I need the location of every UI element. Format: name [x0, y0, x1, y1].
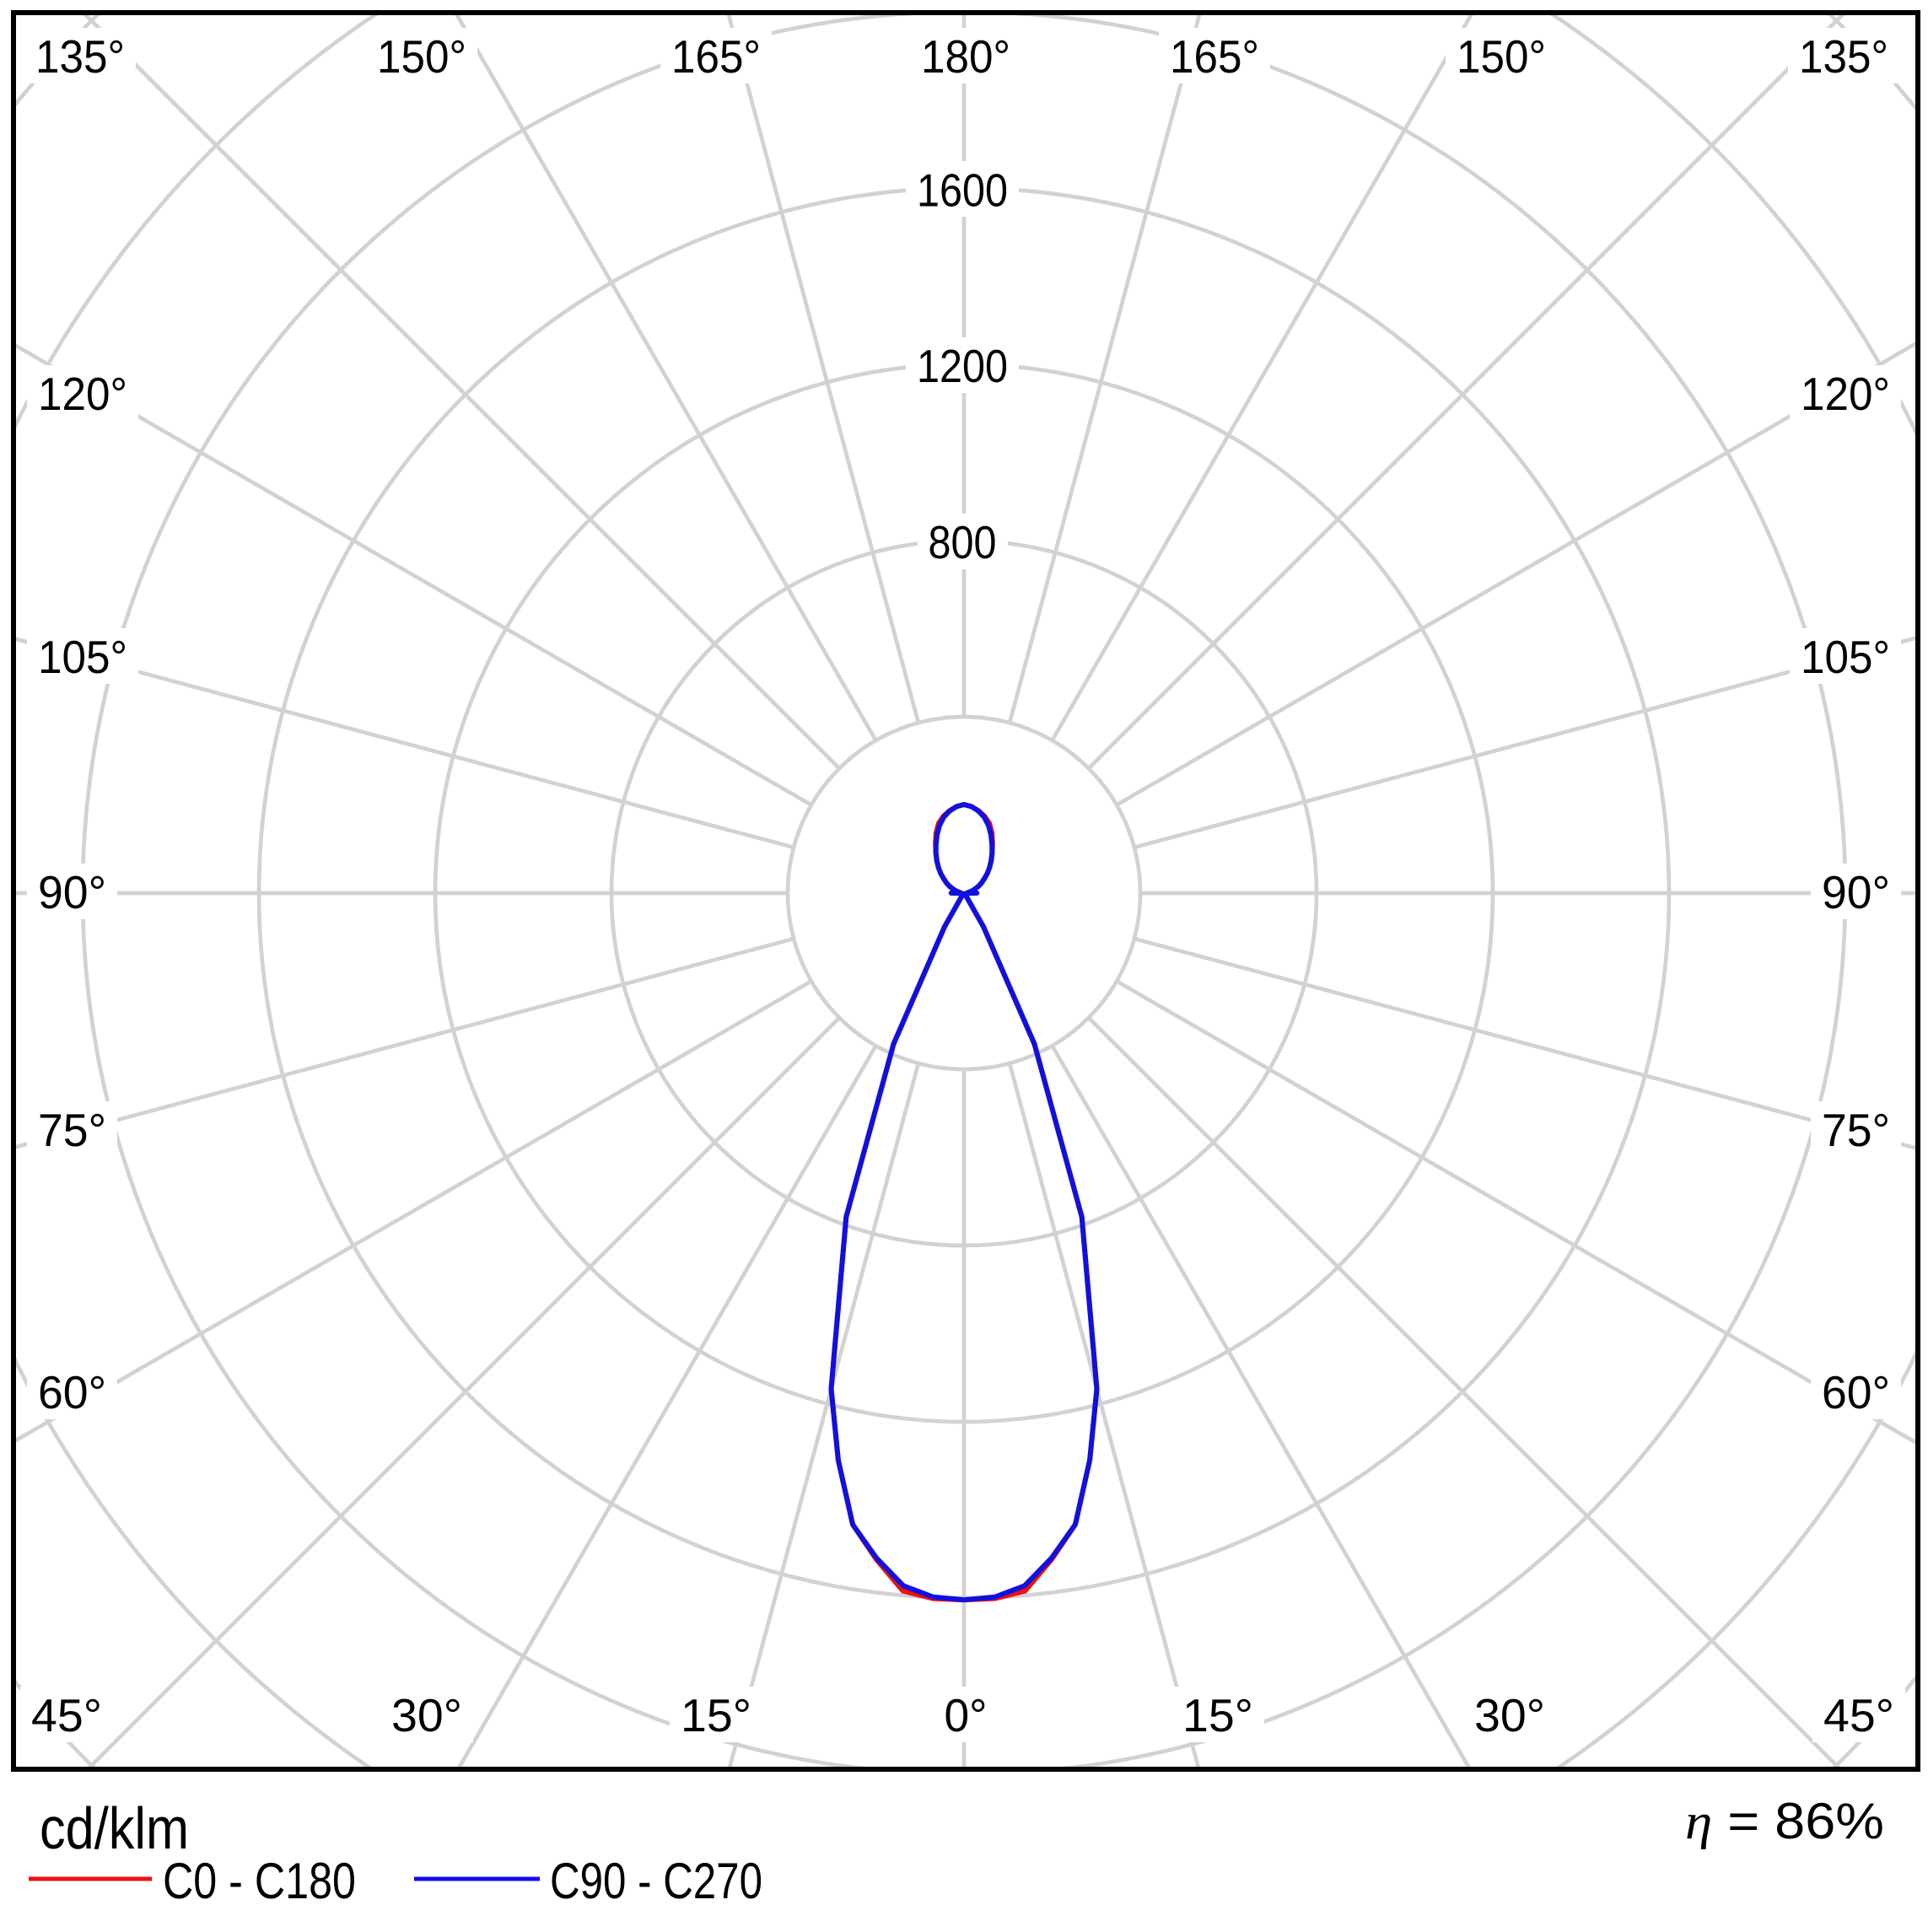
svg-text:45°: 45°: [31, 1689, 102, 1741]
svg-text:0°: 0°: [945, 1689, 988, 1741]
svg-text:135°: 135°: [1799, 30, 1888, 83]
svg-text:60°: 60°: [1822, 1366, 1890, 1418]
svg-text:45°: 45°: [1823, 1689, 1894, 1741]
svg-text:C90 - C270: C90 - C270: [550, 1853, 762, 1909]
svg-text:C0 - C180: C0 - C180: [163, 1853, 356, 1909]
svg-text:180°: 180°: [921, 30, 1010, 83]
svg-text:cd/klm: cd/klm: [40, 1795, 189, 1861]
svg-text:120°: 120°: [38, 368, 127, 420]
svg-text:1200: 1200: [917, 340, 1008, 392]
svg-text:105°: 105°: [38, 631, 127, 683]
svg-text:75°: 75°: [38, 1104, 106, 1156]
svg-text:150°: 150°: [377, 30, 466, 83]
svg-text:1600: 1600: [917, 164, 1008, 216]
svg-text:30°: 30°: [391, 1689, 462, 1741]
svg-text:135°: 135°: [35, 30, 125, 83]
svg-text:η = 86%: η = 86%: [1685, 1793, 1884, 1849]
svg-text:150°: 150°: [1457, 30, 1546, 83]
svg-text:800: 800: [929, 516, 997, 568]
svg-text:60°: 60°: [38, 1366, 106, 1418]
svg-text:90°: 90°: [38, 866, 106, 918]
svg-text:30°: 30°: [1474, 1689, 1545, 1741]
svg-text:120°: 120°: [1801, 368, 1890, 420]
svg-text:105°: 105°: [1801, 631, 1890, 683]
svg-text:15°: 15°: [1182, 1689, 1253, 1741]
svg-text:165°: 165°: [671, 30, 761, 83]
svg-text:165°: 165°: [1170, 30, 1259, 83]
svg-text:75°: 75°: [1822, 1104, 1890, 1156]
svg-text:90°: 90°: [1822, 866, 1890, 918]
svg-text:15°: 15°: [681, 1689, 751, 1741]
